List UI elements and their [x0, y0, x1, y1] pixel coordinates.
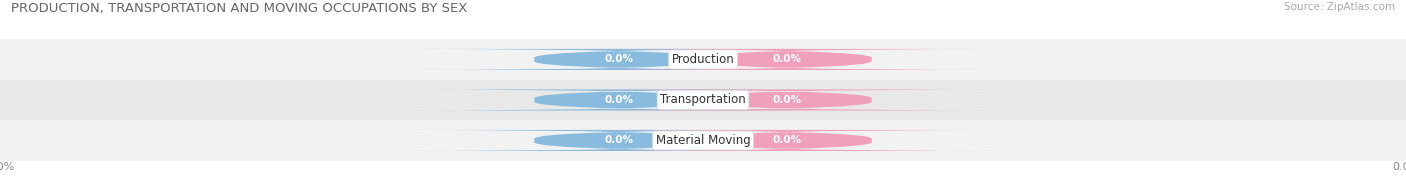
Text: 0.0%: 0.0%	[773, 135, 801, 145]
FancyBboxPatch shape	[565, 89, 1010, 111]
FancyBboxPatch shape	[565, 49, 1010, 70]
Text: Production: Production	[672, 53, 734, 66]
Bar	[0, 39, 1406, 80]
Text: 0.0%: 0.0%	[605, 95, 633, 105]
Text: Source: ZipAtlas.com: Source: ZipAtlas.com	[1284, 2, 1395, 12]
Bar	[0, 120, 1406, 161]
Text: 0.0%: 0.0%	[605, 54, 633, 64]
Text: PRODUCTION, TRANSPORTATION AND MOVING OCCUPATIONS BY SEX: PRODUCTION, TRANSPORTATION AND MOVING OC…	[11, 2, 468, 15]
Bar	[0, 80, 1406, 120]
FancyBboxPatch shape	[396, 49, 841, 70]
Text: 0.0%: 0.0%	[605, 135, 633, 145]
Text: 0.0%: 0.0%	[773, 54, 801, 64]
FancyBboxPatch shape	[396, 89, 841, 111]
Text: Material Moving: Material Moving	[655, 134, 751, 147]
Text: Transportation: Transportation	[661, 93, 745, 106]
FancyBboxPatch shape	[396, 130, 841, 151]
Text: 0.0%: 0.0%	[773, 95, 801, 105]
FancyBboxPatch shape	[565, 130, 1010, 151]
